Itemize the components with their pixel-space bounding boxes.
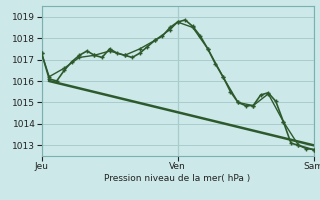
X-axis label: Pression niveau de la mer( hPa ): Pression niveau de la mer( hPa )	[104, 174, 251, 183]
